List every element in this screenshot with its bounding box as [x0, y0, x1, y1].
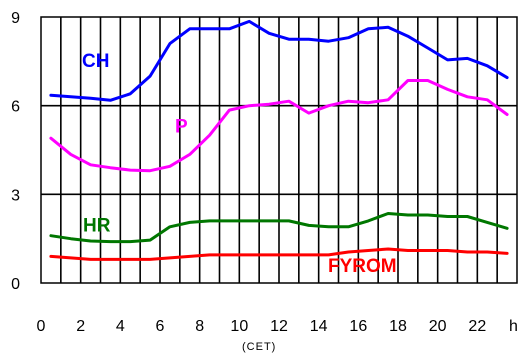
- series-labels: CH P HR FYROM: [82, 51, 397, 277]
- series-label-hr: HR: [83, 215, 111, 236]
- y-tick-label: 0: [11, 276, 20, 293]
- x-tick-label: 10: [230, 318, 248, 335]
- x-tick-label: 14: [310, 318, 328, 335]
- x-tick-label: 18: [389, 318, 407, 335]
- series-lines: [49, 19, 509, 261]
- plot-frame: [40, 16, 518, 284]
- x-tick-label: 22: [468, 318, 486, 335]
- series-line-fyrom: [49, 247, 509, 261]
- y-tick-label: 6: [11, 99, 20, 116]
- x-tick-label: 0: [37, 318, 46, 335]
- series-label-fyrom: FYROM: [328, 256, 397, 277]
- y-tick-label: 3: [11, 187, 20, 204]
- x-tick-labels: 0 2 4 6 8 10 12 14 16 18 20 22: [37, 318, 487, 335]
- series-label-p: P: [175, 116, 188, 137]
- x-tick-label: 8: [195, 318, 204, 335]
- series-line-p: [49, 79, 509, 173]
- x-tick-label: 4: [116, 318, 125, 335]
- x-tick-label: 16: [349, 318, 367, 335]
- series-label-ch: CH: [82, 51, 109, 72]
- x-tick-label: 12: [270, 318, 288, 335]
- x-tick-label: 2: [76, 318, 85, 335]
- series-line-hr: [49, 212, 509, 244]
- x-tick-label: 20: [429, 318, 447, 335]
- x-tick-label: 6: [156, 318, 165, 335]
- x-axis-label: (CET): [242, 341, 276, 353]
- x-unit-label: h: [509, 318, 518, 335]
- series-line-ch: [49, 19, 509, 102]
- y-tick-labels: 0 3 6 9: [11, 10, 20, 293]
- y-tick-label: 9: [11, 10, 20, 27]
